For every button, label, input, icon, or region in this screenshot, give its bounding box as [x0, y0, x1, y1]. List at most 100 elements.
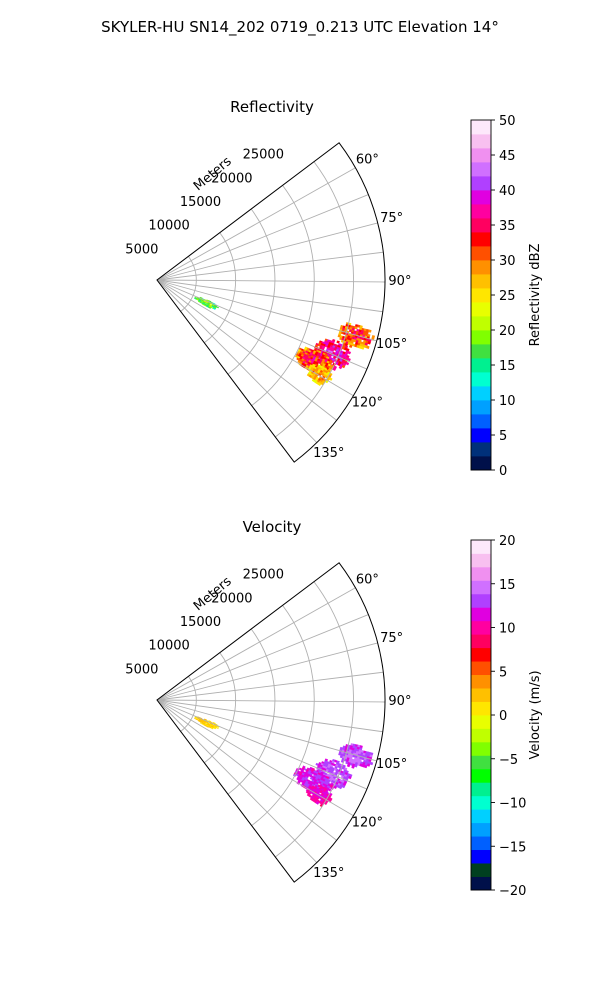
colorbar-tick-label: −5	[499, 753, 518, 768]
colorbar-tick-label: 45	[499, 149, 516, 164]
colorbar-swatch	[471, 580, 491, 595]
polar-grid	[156, 562, 385, 883]
echo-cell	[332, 367, 337, 371]
radial-tick-label: 15000	[180, 195, 221, 210]
azimuth-spoke	[156, 279, 337, 421]
echo-cell	[348, 775, 352, 780]
echo-cell	[205, 725, 209, 728]
colorbar-tick-label: 0	[499, 709, 507, 724]
echo-cell	[210, 727, 214, 730]
azimuth-spoke	[156, 222, 378, 281]
echo-cell	[366, 345, 370, 350]
azimuth-spoke	[156, 699, 354, 817]
colorbar-tick-label: −15	[499, 840, 526, 855]
echo-cell	[354, 764, 358, 768]
azimuth-spoke	[156, 279, 383, 313]
colorbar-tick-label: 50	[499, 114, 516, 129]
colorbar-swatch	[471, 674, 491, 689]
colorbar-swatch	[471, 260, 491, 275]
azimuth-spoke	[156, 699, 383, 733]
colorbar-swatch	[471, 809, 491, 824]
colorbar-tick-label: 40	[499, 184, 516, 199]
echo-cell	[369, 761, 374, 766]
colorbar: −20 −15 −10 −5 0 5 10 15 20 Velocity (m/s)	[470, 534, 543, 899]
colorbar-swatch	[471, 728, 491, 743]
colorbar-swatch	[471, 400, 491, 415]
colorbar-swatch	[471, 863, 491, 877]
theta-tick-label: 90°	[388, 694, 411, 709]
colorbar-swatch	[471, 246, 491, 261]
echo-cell	[333, 785, 338, 790]
echo-cell	[341, 364, 346, 369]
colorbar-tick-label: 5	[499, 665, 507, 680]
colorbar-swatch	[471, 782, 491, 797]
colorbar-swatch	[471, 134, 491, 149]
azimuth-spoke	[156, 671, 384, 701]
azimuth-spoke	[156, 699, 377, 762]
echo-cell	[367, 341, 371, 345]
colorbar-tick-label: 5	[499, 429, 507, 444]
colorbar-swatch	[471, 607, 491, 622]
colorbar-tick-label: 25	[499, 289, 516, 304]
theta-tick-label: 105°	[376, 757, 407, 772]
colorbar-swatch	[471, 218, 491, 233]
echo-cell	[360, 346, 365, 350]
radial-tick-label: 15000	[180, 615, 221, 630]
echo-cell	[347, 357, 351, 362]
sector-outline	[156, 562, 386, 883]
polar-grid	[156, 142, 385, 463]
colorbar-swatch	[471, 647, 491, 662]
echo-cell	[216, 725, 220, 728]
colorbar-swatch	[471, 701, 491, 716]
colorbar-tick-label: −20	[499, 884, 526, 899]
echo-cell	[347, 351, 352, 355]
echo-cell	[327, 788, 332, 792]
colorbar-tick-label: 35	[499, 219, 516, 234]
echo-cell	[349, 344, 353, 348]
radial-tick-label: 5000	[125, 662, 158, 677]
range-ring	[275, 161, 354, 438]
echo-cell	[208, 306, 211, 309]
range-ring	[275, 581, 354, 858]
azimuth-spoke	[156, 279, 354, 397]
range-ring	[251, 185, 315, 406]
theta-tick-label: 120°	[352, 815, 383, 830]
colorbar-tick-label: −10	[499, 797, 526, 812]
echo-cell	[341, 784, 346, 789]
colorbar-swatch	[471, 344, 491, 359]
echo-cell	[346, 763, 351, 768]
echo-cell	[354, 326, 358, 330]
colorbar-swatch	[471, 876, 491, 891]
radial-tick-label: 5000	[125, 242, 158, 257]
colorbar-tick-label: 10	[499, 394, 516, 409]
colorbar-tick-label: 15	[499, 578, 516, 593]
radial-tick-label: 25000	[243, 148, 284, 163]
colorbar-tick-label: 0	[499, 464, 507, 479]
colorbar-swatch	[471, 553, 491, 568]
range-ring	[251, 605, 315, 826]
colorbar-swatch	[471, 358, 491, 373]
colorbar-swatch	[471, 414, 491, 429]
theta-tick-label: 105°	[376, 337, 407, 352]
colorbar-swatch	[471, 372, 491, 387]
colorbar-swatch	[471, 288, 491, 303]
theta-tick-label: 75°	[380, 631, 403, 646]
theta-tick-label: 60°	[356, 573, 379, 588]
azimuth-spoke	[156, 699, 318, 863]
echo-cell	[368, 329, 372, 333]
panel-title: Velocity	[243, 518, 302, 536]
colorbar-swatch	[471, 442, 491, 457]
colorbar-swatch	[471, 330, 491, 345]
colorbar-tick-label: 15	[499, 359, 516, 374]
colorbar-swatch	[471, 661, 491, 676]
colorbar-swatch	[471, 715, 491, 729]
sector-outline	[156, 142, 386, 463]
radial-tick-label: 10000	[148, 639, 189, 654]
echo-cell	[317, 382, 322, 387]
colorbar-swatch	[471, 688, 491, 702]
radial-tick-label: 20000	[211, 171, 252, 186]
colorbar-swatch	[471, 302, 491, 317]
colorbar-swatch	[471, 316, 491, 331]
echo-cell	[329, 784, 334, 788]
echo-cell	[336, 340, 340, 344]
